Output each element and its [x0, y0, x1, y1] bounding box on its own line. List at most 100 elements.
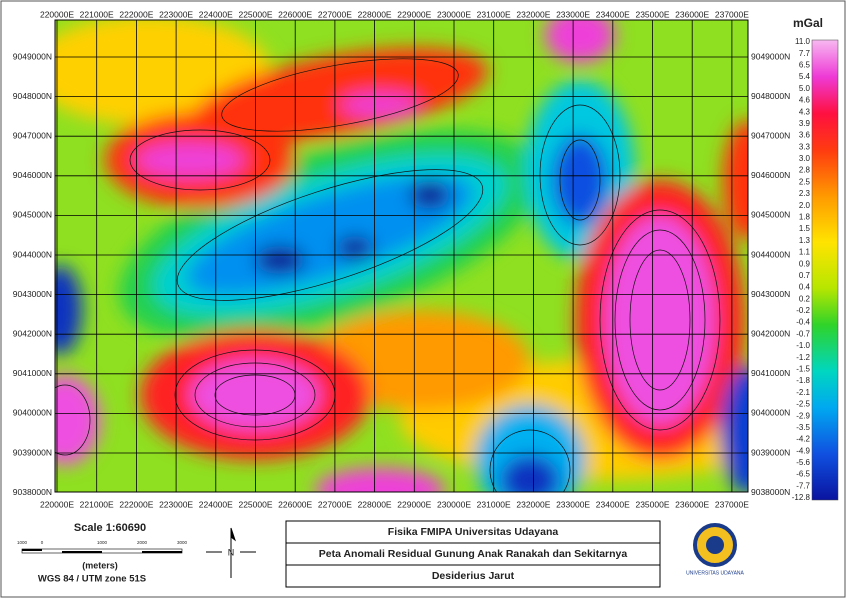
legend-label: 3.3 [799, 142, 811, 151]
scale-unit: (meters) [82, 560, 118, 570]
x-label-top: 227000E [318, 9, 352, 19]
legend-label: 2.8 [799, 166, 811, 175]
legend-label: 3.6 [799, 131, 811, 140]
legend-label: 5.0 [799, 84, 811, 93]
scale-datum: WGS 84 / UTM zone 51S [38, 574, 146, 585]
legend-label: -5.6 [796, 458, 810, 467]
legend-label: 1.3 [799, 236, 811, 245]
x-label-top: 234000E [596, 9, 630, 19]
y-label-left: 9044000N [13, 249, 52, 259]
y-label-right: 9038000N [751, 487, 790, 497]
y-label-right: 9048000N [751, 91, 790, 101]
x-label-top: 224000E [199, 9, 233, 19]
x-label-top: 229000E [397, 9, 431, 19]
x-label-top: 235000E [635, 9, 669, 19]
y-label-left: 9041000N [13, 368, 52, 378]
y-label-left: 9045000N [13, 210, 52, 220]
x-label-bottom: 233000E [556, 499, 590, 509]
x-label-top: 225000E [238, 9, 272, 19]
y-label-left: 9046000N [13, 170, 52, 180]
legend-label: -6.5 [796, 470, 810, 479]
map-frame [54, 19, 749, 493]
legend-label: 3.9 [799, 119, 811, 128]
legend-label: -2.5 [796, 400, 810, 409]
x-label-bottom: 220000E [40, 499, 74, 509]
x-label-top: 222000E [119, 9, 153, 19]
legend-label: 2.3 [799, 189, 811, 198]
y-label-right: 9042000N [751, 328, 790, 338]
x-label-bottom: 227000E [318, 499, 352, 509]
institution: Fisika FMIPA Universitas Udayana [388, 526, 559, 538]
legend-label: 2.0 [799, 201, 811, 210]
x-label-top: 228000E [358, 9, 392, 19]
y-label-left: 9049000N [13, 51, 52, 61]
title-block [285, 520, 661, 588]
x-label-bottom: 226000E [278, 499, 312, 509]
scale-bar-label: 1000 [97, 540, 108, 545]
legend-label: -7.7 [796, 481, 810, 490]
legend-label: -1.8 [796, 376, 810, 385]
y-label-right: 9049000N [751, 51, 790, 61]
north-label: N [228, 547, 235, 557]
legend-label: -4.2 [796, 435, 810, 444]
scale-bar-label: 0 [41, 540, 44, 545]
x-label-bottom: 223000E [159, 499, 193, 509]
y-label-left: 9039000N [13, 447, 52, 457]
legend-label: -0.2 [796, 306, 810, 315]
y-label-right: 9044000N [751, 249, 790, 259]
x-label-top: 221000E [80, 9, 114, 19]
x-label-top: 236000E [675, 9, 709, 19]
x-label-top: 231000E [477, 9, 511, 19]
y-label-left: 9047000N [13, 130, 52, 140]
scale-title: Scale 1:60690 [74, 522, 146, 534]
map-title: Peta Anomali Residual Gunung Anak Ranaka… [319, 548, 628, 560]
y-label-right: 9041000N [751, 368, 790, 378]
legend-label: 7.7 [799, 49, 811, 58]
x-label-bottom: 234000E [596, 499, 630, 509]
legend-label: -2.1 [796, 388, 810, 397]
x-label-bottom: 222000E [119, 499, 153, 509]
legend-label: -3.5 [796, 423, 810, 432]
y-label-right: 9047000N [751, 130, 790, 140]
x-label-top: 237000E [715, 9, 749, 19]
x-label-bottom: 228000E [358, 499, 392, 509]
y-label-left: 9048000N [13, 91, 52, 101]
legend-label: 0.9 [799, 259, 811, 268]
x-label-bottom: 224000E [199, 499, 233, 509]
scale-bar-label: 3000 [177, 540, 188, 545]
x-label-bottom: 237000E [715, 499, 749, 509]
y-label-right: 9045000N [751, 210, 790, 220]
y-label-right: 9046000N [751, 170, 790, 180]
university-logo [693, 523, 737, 567]
legend-label: -1.5 [796, 364, 810, 373]
legend-unit: mGal [793, 16, 823, 30]
x-label-top: 223000E [159, 9, 193, 19]
x-label-top: 232000E [516, 9, 550, 19]
scale-bar-label: 2000 [137, 540, 148, 545]
x-label-top: 226000E [278, 9, 312, 19]
legend-label: -0.4 [796, 318, 810, 327]
legend-label: 6.5 [799, 60, 811, 69]
legend-label: 0.2 [799, 294, 811, 303]
y-label-right: 9043000N [751, 289, 790, 299]
x-label-bottom: 235000E [635, 499, 669, 509]
legend-label: 0.7 [799, 271, 811, 280]
legend-label: -2.9 [796, 411, 810, 420]
legend-label: 1.5 [799, 224, 811, 233]
x-label-top: 230000E [437, 9, 471, 19]
x-label-bottom: 236000E [675, 499, 709, 509]
x-label-bottom: 230000E [437, 499, 471, 509]
legend-label: 4.3 [799, 107, 811, 116]
y-label-left: 9042000N [13, 328, 52, 338]
y-label-right: 9040000N [751, 408, 790, 418]
x-label-top: 233000E [556, 9, 590, 19]
legend-label: 0.4 [799, 283, 811, 292]
scale-bar [21, 548, 183, 554]
x-label-bottom: 229000E [397, 499, 431, 509]
north-arrow [206, 527, 256, 578]
legend-label: 2.5 [799, 177, 811, 186]
y-label-right: 9039000N [751, 447, 790, 457]
legend-label: -12.8 [792, 493, 811, 502]
